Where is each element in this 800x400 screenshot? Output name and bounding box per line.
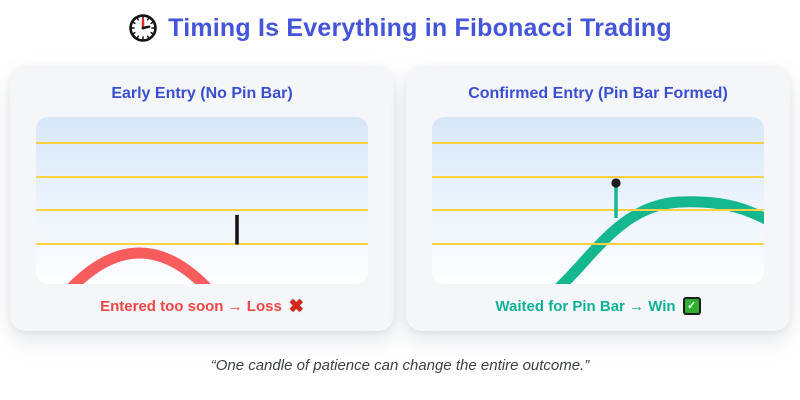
fibonacci-levels	[432, 142, 764, 245]
page-header: Timing Is Everything in Fibonacci Tradin…	[0, 0, 800, 56]
pin-bar-dot	[611, 178, 621, 188]
price-curve-loss	[67, 247, 211, 284]
price-chart-early	[36, 117, 368, 284]
price-chart-confirmed	[432, 117, 764, 284]
win-caption-text: Waited for Pin Bar → Win	[495, 297, 676, 315]
cross-mark-icon: ✖	[288, 296, 304, 316]
comparison-row: Early Entry (No Pin Bar) Entered too soo…	[10, 66, 790, 331]
panel-early-entry: Early Entry (No Pin Bar) Entered too soo…	[10, 66, 394, 331]
page-title: Timing Is Everything in Fibonacci Tradin…	[168, 13, 672, 42]
quote-text: “One candle of patience can change the e…	[210, 357, 590, 374]
price-chart-confirmed-svg	[432, 142, 764, 284]
panel-confirmed-entry: Confirmed Entry (Pin Bar Formed) Waited …	[406, 66, 790, 331]
panel-caption-loss: Entered too soon → Loss ✖	[36, 297, 368, 315]
price-curve-win	[555, 196, 764, 284]
loss-caption-text: Entered too soon → Loss	[100, 297, 282, 315]
check-mark-icon: ✓	[682, 297, 701, 315]
price-chart-early-svg	[36, 142, 368, 284]
page-footer: “One candle of patience can change the e…	[0, 357, 800, 374]
clock-icon	[129, 14, 157, 42]
panel-title-early: Early Entry (No Pin Bar)	[111, 85, 293, 102]
fibonacci-levels	[36, 142, 368, 245]
panel-title-confirmed: Confirmed Entry (Pin Bar Formed)	[468, 85, 728, 102]
panel-caption-win: Waited for Pin Bar → Win ✓	[432, 297, 764, 315]
